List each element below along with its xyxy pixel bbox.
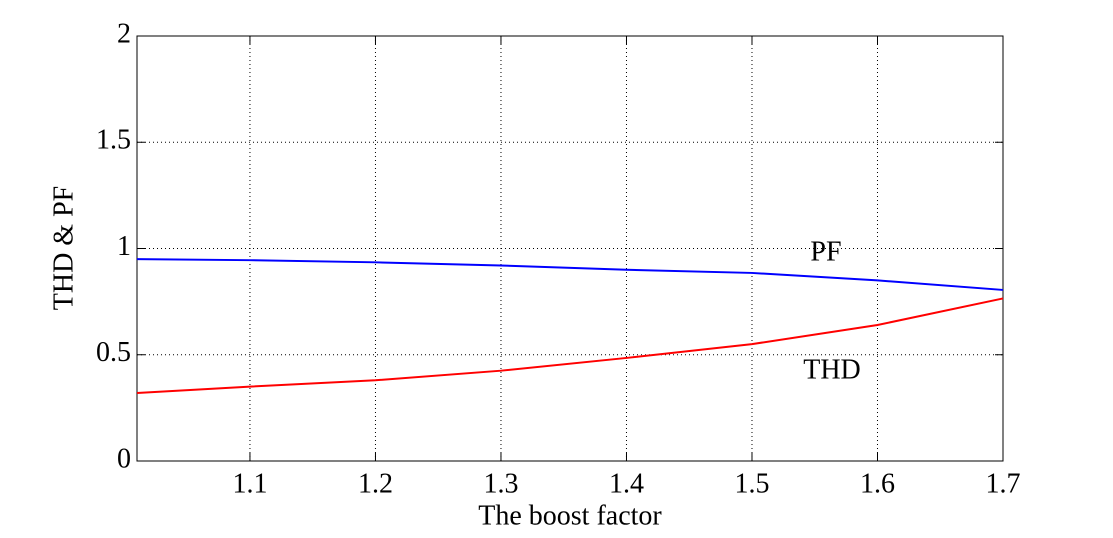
x-tick-label: 1.5 [734, 468, 769, 499]
x-axis-label: The boost factor [478, 500, 662, 531]
x-tick-label: 1.6 [860, 468, 895, 499]
series-label: PF [810, 236, 841, 267]
plot-frame [136, 35, 1004, 462]
y-tick-label: 2 [117, 18, 131, 49]
series-line [136, 297, 1004, 394]
series-label: THD [803, 354, 861, 385]
y-tick-label: 0.5 [96, 337, 131, 368]
y-tick-label: 1 [117, 231, 131, 262]
y-axis-label: THD & PF [48, 186, 79, 310]
y-tick-label: 0 [117, 443, 131, 474]
x-tick-label: 1.7 [986, 468, 1021, 499]
x-tick-label: 1.1 [232, 468, 267, 499]
x-tick-label: 1.2 [358, 468, 393, 499]
y-tick-label: 1.5 [96, 125, 131, 156]
x-tick-label: 1.3 [483, 468, 518, 499]
x-tick-label: 1.4 [609, 468, 644, 499]
series-line [136, 258, 1004, 291]
